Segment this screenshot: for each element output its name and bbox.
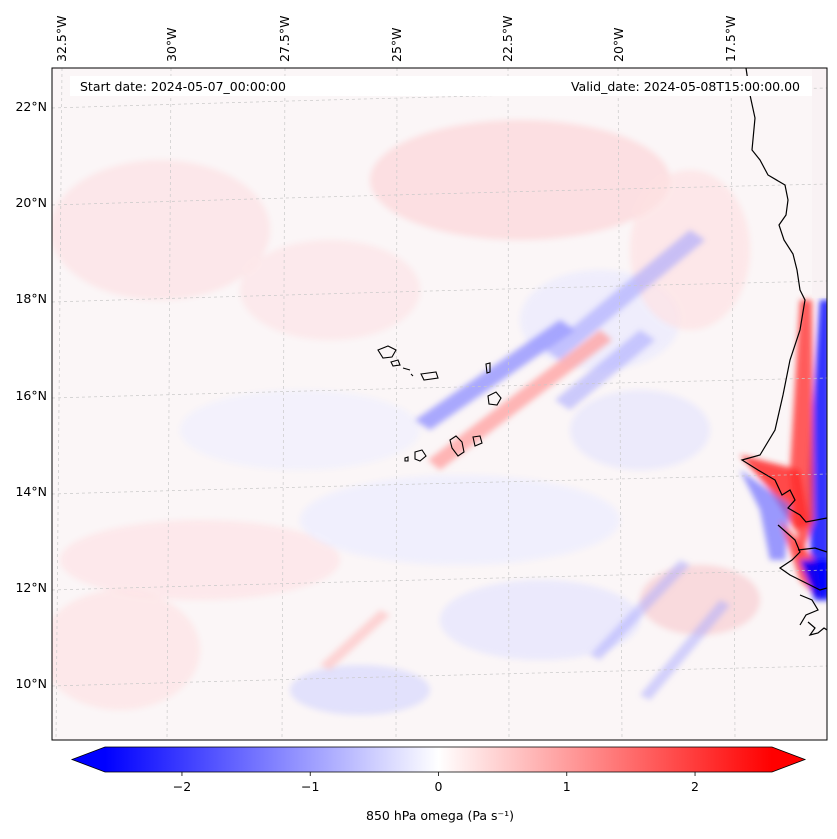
lat-label: 12°N — [15, 580, 47, 595]
colorbar-tick-label: 2 — [691, 779, 699, 794]
colorbar: −2 −1 0 1 2 850 hPa omega (Pa s⁻¹) — [70, 746, 807, 823]
colorbar-gradient — [105, 747, 772, 772]
omega-field — [52, 68, 827, 740]
colorbar-tick-label: 0 — [435, 779, 443, 794]
lon-label: 20°W — [611, 27, 626, 62]
lat-label: 14°N — [15, 484, 47, 499]
start-date-label: Start date: 2024-05-07_00:00:00 — [80, 79, 286, 94]
longitude-labels: 32.5°W 30°W 27.5°W 25°W 22.5°W 20°W 17.5… — [54, 16, 738, 62]
coastline — [740, 68, 827, 636]
colorbar-label: 850 hPa omega (Pa s⁻¹) — [366, 808, 514, 823]
gridlines — [52, 68, 827, 740]
valid-date-label: Valid_date: 2024-05-08T15:00:00.00 — [571, 79, 800, 94]
colorbar-min-extend — [72, 747, 105, 772]
lon-label: 22.5°W — [500, 16, 515, 62]
date-banner — [70, 76, 812, 96]
lon-label: 17.5°W — [723, 16, 738, 62]
latitude-labels: 22°N 20°N 18°N 16°N 14°N 12°N 10°N — [15, 99, 47, 691]
lat-label: 22°N — [15, 99, 47, 114]
lat-label: 10°N — [15, 676, 47, 691]
lat-label: 20°N — [15, 195, 47, 210]
colorbar-tick-label: −1 — [301, 779, 319, 794]
colorbar-ticks: −2 −1 0 1 2 — [173, 772, 699, 794]
colorbar-outline — [70, 746, 807, 773]
colorbar-tick-label: −2 — [173, 779, 191, 794]
map-frame — [51, 67, 828, 741]
lat-label: 16°N — [15, 388, 47, 403]
lon-label: 30°W — [164, 27, 179, 62]
colorbar-tick-label: 1 — [563, 779, 571, 794]
lon-label: 27.5°W — [277, 16, 292, 62]
lon-label: 32.5°W — [54, 16, 69, 62]
colorbar-max-extend — [772, 747, 805, 772]
cape-verde-islands — [377, 345, 502, 462]
lat-label: 18°N — [15, 291, 47, 306]
lon-label: 25°W — [389, 27, 404, 62]
